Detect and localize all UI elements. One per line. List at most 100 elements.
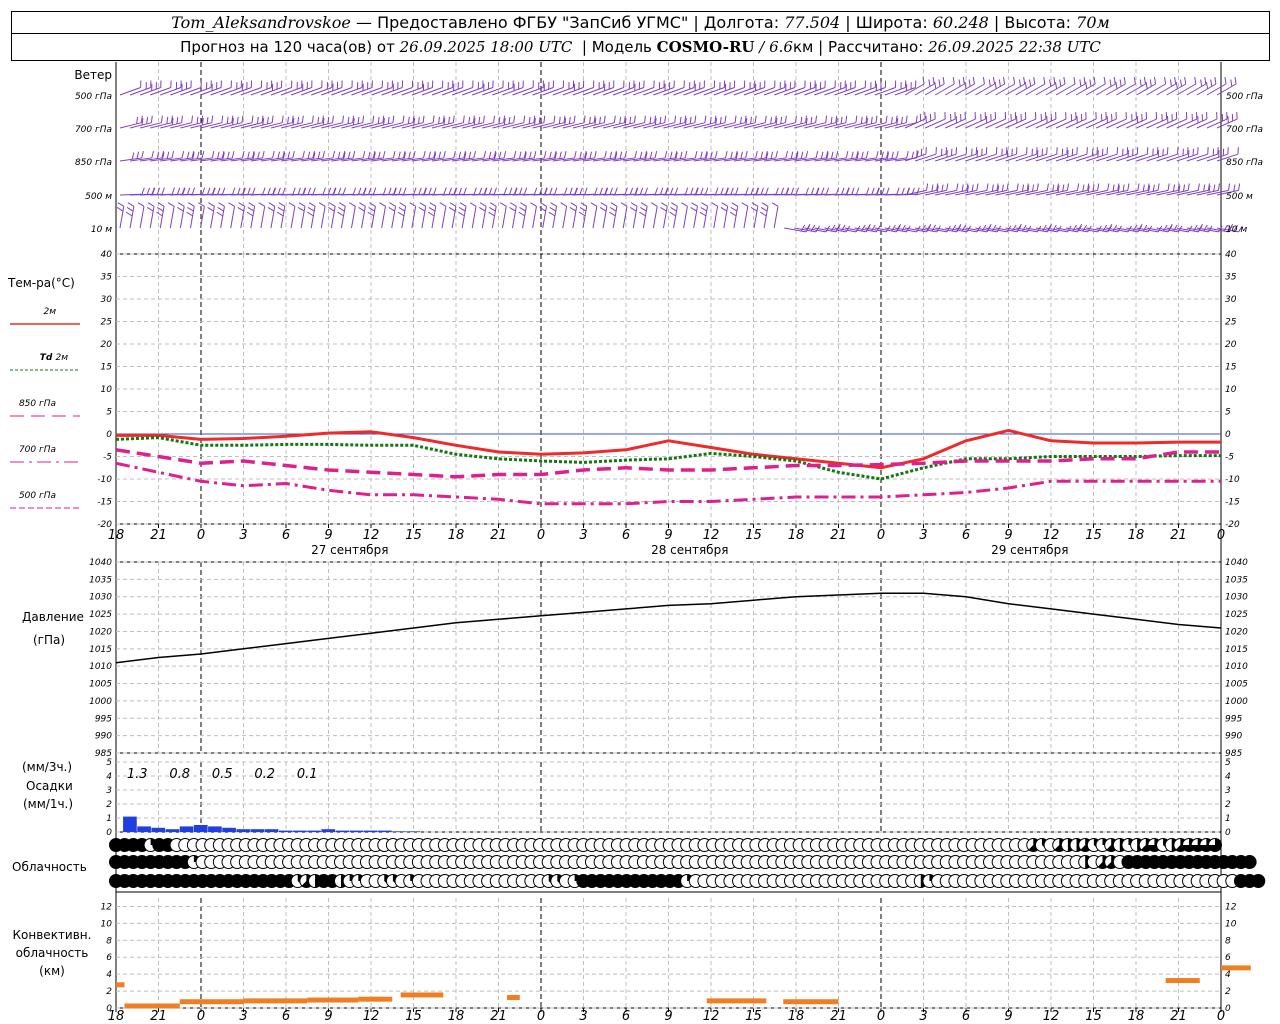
wind-barb-feather xyxy=(287,116,289,124)
wind-barb-feather xyxy=(328,202,336,207)
x-hour-label-bottom: 3 xyxy=(239,1009,247,1024)
wind-barb-staff xyxy=(904,118,926,129)
wind-barb-staff xyxy=(753,206,759,229)
wind-barb-feather xyxy=(342,115,345,123)
wind-barb-staff xyxy=(834,122,857,129)
precip-bar xyxy=(278,830,293,832)
wind-barb-feather xyxy=(288,202,296,207)
wind-barb-feather xyxy=(399,202,406,207)
wind-barb xyxy=(914,112,936,129)
wind-barb xyxy=(623,115,646,129)
wind-barb-feather xyxy=(125,211,133,217)
wind-barb-feather xyxy=(176,116,179,124)
wind-barb-feather xyxy=(579,187,583,195)
wind-barb xyxy=(230,151,255,162)
wind-barb xyxy=(381,151,406,162)
wind-barb-feather xyxy=(297,207,305,212)
wind-barb-feather xyxy=(427,211,435,217)
wind-barb-feather xyxy=(564,187,568,195)
wind-barb-staff xyxy=(150,157,173,162)
wind-barb xyxy=(210,151,235,162)
x-hour-label-top: 12 xyxy=(1043,528,1060,543)
wind-barb-feather xyxy=(1123,77,1126,85)
wind-barb-feather xyxy=(755,151,758,159)
wind-barb-feather xyxy=(1036,183,1039,191)
wind-barb xyxy=(995,147,1018,162)
wind-barb-feather xyxy=(590,202,598,207)
wind-barb-staff xyxy=(401,87,423,96)
pres-tick-right: 1035 xyxy=(1225,575,1248,585)
wind-barb-feather xyxy=(534,187,538,195)
wind-barb xyxy=(462,115,485,129)
wind-barb-staff xyxy=(371,87,393,96)
temperature-panel xyxy=(115,428,1221,506)
temp-tick-right: -5 xyxy=(1225,453,1234,463)
wind-barb xyxy=(1216,183,1241,196)
wind-barb-staff xyxy=(794,227,817,233)
wind-barb-staff xyxy=(1116,83,1136,96)
wind-barb-staff xyxy=(975,189,998,196)
wind-barb-staff xyxy=(582,122,605,129)
wind-barb-staff xyxy=(572,157,595,162)
wind-barb-staff xyxy=(935,189,957,196)
wind-barb-feather xyxy=(518,211,525,217)
wind-barb-feather xyxy=(866,187,870,195)
wind-barb-feather xyxy=(971,184,974,192)
wind-barb-staff xyxy=(1106,153,1128,162)
wind-barb-feather xyxy=(896,223,902,231)
wind-barb xyxy=(321,115,345,129)
wind-barb-staff xyxy=(824,227,847,233)
wind-barb-feather xyxy=(372,151,376,159)
wind-barb-feather xyxy=(188,202,195,207)
wind-barb-feather xyxy=(664,151,668,159)
wind-barb-feather xyxy=(1224,77,1227,85)
wind-barb-feather xyxy=(715,187,719,195)
wind-barb-feather xyxy=(1082,184,1085,192)
wind-barb xyxy=(673,151,698,162)
wind-barb-feather xyxy=(1052,184,1055,192)
wind-barb-staff xyxy=(200,122,222,129)
wind-level-left: 500 гПа xyxy=(75,92,112,102)
wind-barb-staff xyxy=(139,87,161,96)
wind-barb-staff xyxy=(1015,118,1037,129)
wind-barb-feather xyxy=(765,187,769,195)
x-hour-label-bottom: 21 xyxy=(150,1009,167,1024)
wind-barb-feather xyxy=(442,115,445,123)
wind-barb xyxy=(492,115,516,129)
wind-barb-staff xyxy=(1196,227,1219,233)
wind-barb xyxy=(391,80,414,96)
wind-barb-feather xyxy=(231,115,234,123)
wind-barb-staff xyxy=(814,227,837,233)
wind-barb-feather xyxy=(997,185,1000,193)
precip-bar xyxy=(179,826,194,832)
wind-barb-feather xyxy=(1087,183,1090,191)
wind-barb-feather xyxy=(719,116,722,124)
wind-barb-feather xyxy=(861,151,864,159)
wind-barb-feather xyxy=(1153,77,1157,85)
wind-barb xyxy=(552,151,577,162)
wind-barb-feather xyxy=(489,202,497,207)
wind-barb-feather xyxy=(453,151,456,159)
wind-barb-feather xyxy=(549,187,553,195)
wind-barb-feather xyxy=(1168,223,1173,231)
wind-barb-feather xyxy=(1204,77,1207,85)
wind-barb-staff xyxy=(1126,83,1146,96)
wind-barb-feather xyxy=(282,151,285,159)
wind-barb-staff xyxy=(703,122,726,129)
wind-barb-feather xyxy=(1213,184,1216,192)
wind-barb-feather xyxy=(248,202,255,207)
provider-text: — Предоставлено ФГБУ "ЗапСиб УГМС" xyxy=(355,13,689,32)
wind-barb-feather xyxy=(675,152,678,160)
wind-barb xyxy=(1035,147,1058,162)
wind-barb xyxy=(240,115,264,129)
wind-barb xyxy=(653,80,675,96)
wind-barb xyxy=(351,80,373,96)
wind-barb-staff xyxy=(693,122,716,129)
wind-barb-feather xyxy=(639,187,644,195)
wind-barb xyxy=(411,115,435,129)
x-hour-label-top: 0 xyxy=(197,528,205,543)
wind-barb xyxy=(681,202,688,229)
wind-barb-staff xyxy=(200,87,222,96)
wind-barb-staff xyxy=(1025,118,1047,129)
wind-barb-staff xyxy=(220,87,242,96)
